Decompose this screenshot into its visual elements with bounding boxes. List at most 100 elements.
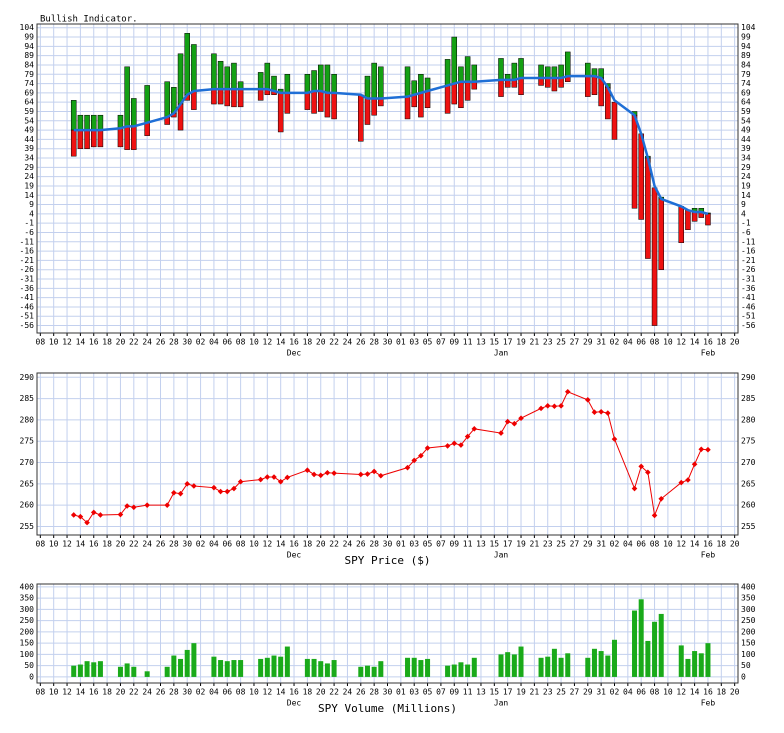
volume-bar [538, 657, 544, 677]
volume-bar [511, 654, 517, 677]
bar-down [631, 114, 638, 209]
x-tick-label: 08 [36, 338, 46, 347]
price-marker [538, 405, 544, 412]
y-tick-label: 79 [24, 70, 34, 79]
y2-tick-label: 74 [741, 79, 751, 88]
y-tick-label: 14 [24, 191, 34, 200]
volume-bar [518, 646, 524, 677]
y-tick-label: -56 [20, 321, 35, 330]
x-tick-label: 20 [116, 338, 126, 347]
x-tick-label: 28 [169, 540, 179, 549]
bar-up [90, 114, 97, 131]
volume-bar [451, 664, 457, 677]
y-tick-label: 9 [29, 200, 34, 209]
x-tick-label: 04 [209, 338, 219, 347]
x-tick-label: 04 [623, 540, 633, 549]
volume-bar [645, 640, 651, 677]
x-tick-label: 18 [303, 540, 313, 549]
volume-bar [171, 655, 177, 677]
month-label: Feb [701, 699, 716, 708]
bar-up [364, 75, 371, 99]
volume-bar [551, 648, 557, 677]
y2-tick-label: 100 [741, 650, 756, 659]
price-marker [191, 483, 197, 489]
x-tick-label: 26 [356, 540, 366, 549]
x-tick-label: 16 [703, 688, 713, 697]
bar-up [117, 114, 124, 129]
y2-tick-label: 49 [741, 126, 751, 135]
y2-tick-label: 9 [741, 200, 746, 209]
x-tick-label: 28 [369, 540, 379, 549]
y2-tick-label: -1 [741, 219, 751, 228]
y-tick-label: 300 [20, 605, 35, 614]
x-tick-label: 10 [249, 540, 259, 549]
y2-tick-label: 270 [741, 458, 756, 467]
x-tick-label: 08 [236, 688, 246, 697]
y-tick-label: 50 [24, 661, 34, 670]
plot-border [36, 583, 739, 684]
y-tick-label: 290 [20, 373, 35, 382]
volume-bar [692, 651, 698, 677]
y2-tick-label: -41 [741, 293, 756, 302]
bar-up [411, 80, 417, 95]
volume-bar [405, 657, 411, 677]
x-tick-label: 12 [263, 338, 273, 347]
bar-up [464, 56, 471, 82]
x-axis-title: SPY Volume (Millions) [318, 702, 457, 715]
x-tick-label: 26 [156, 338, 166, 347]
y-tick-label: 100 [20, 650, 35, 659]
y-tick-label: 39 [24, 144, 34, 153]
x-tick-label: 18 [716, 540, 726, 549]
x-tick-label: 27 [570, 338, 580, 347]
price-marker [144, 502, 150, 508]
x-tick-label: 30 [383, 540, 393, 549]
bar-down [77, 129, 84, 149]
bar-down [84, 129, 90, 149]
bar-down [544, 77, 551, 88]
price-marker [645, 469, 651, 476]
bar-up [271, 75, 277, 92]
x-tick-label: 18 [102, 540, 112, 549]
panel: 08 10 12 14 16 18 20 22 24 26 28 30 02 04 06 08 10 12 14 16… [20, 582, 756, 715]
price-marker [611, 436, 618, 442]
volume-bar [231, 660, 237, 677]
bar-down [464, 81, 471, 101]
month-label: Jan [494, 551, 509, 560]
x-tick-label: 24 [142, 338, 152, 347]
volume-bar [184, 649, 190, 677]
price-marker [471, 426, 478, 432]
y-tick-label: 34 [24, 154, 34, 163]
x-tick-label: 31 [596, 338, 606, 347]
y2-tick-label: 275 [741, 437, 756, 446]
volume-bar [465, 664, 471, 677]
bar-down [705, 213, 711, 226]
price-marker [504, 418, 511, 425]
bar-up [558, 64, 564, 79]
x-tick-label: 06 [636, 540, 646, 549]
price-marker [564, 388, 571, 395]
x-tick-label: 25 [556, 540, 566, 549]
x-tick-label: 12 [263, 540, 273, 549]
bar-down [585, 75, 591, 97]
x-tick-label: 04 [209, 688, 219, 697]
y2-tick-label: 200 [741, 627, 756, 636]
x-tick-label: 30 [182, 338, 192, 347]
volume-bar [418, 660, 424, 677]
y2-tick-label: 84 [741, 60, 751, 69]
x-tick-label: 10 [663, 688, 673, 697]
y-tick-label: 350 [20, 594, 35, 603]
bar-down [217, 88, 224, 105]
x-tick-label: 10 [49, 338, 59, 347]
x-tick-label: 29 [583, 338, 593, 347]
x-tick-label: 30 [182, 688, 192, 697]
x-tick-label: 16 [89, 540, 99, 549]
price-marker [171, 489, 177, 496]
y2-tick-label: 14 [741, 191, 751, 200]
bar-down [117, 127, 124, 148]
price-marker [638, 463, 644, 470]
x-tick-label: 15 [489, 688, 499, 697]
bar-down [498, 79, 504, 97]
y2-tick-label: 150 [741, 639, 756, 648]
